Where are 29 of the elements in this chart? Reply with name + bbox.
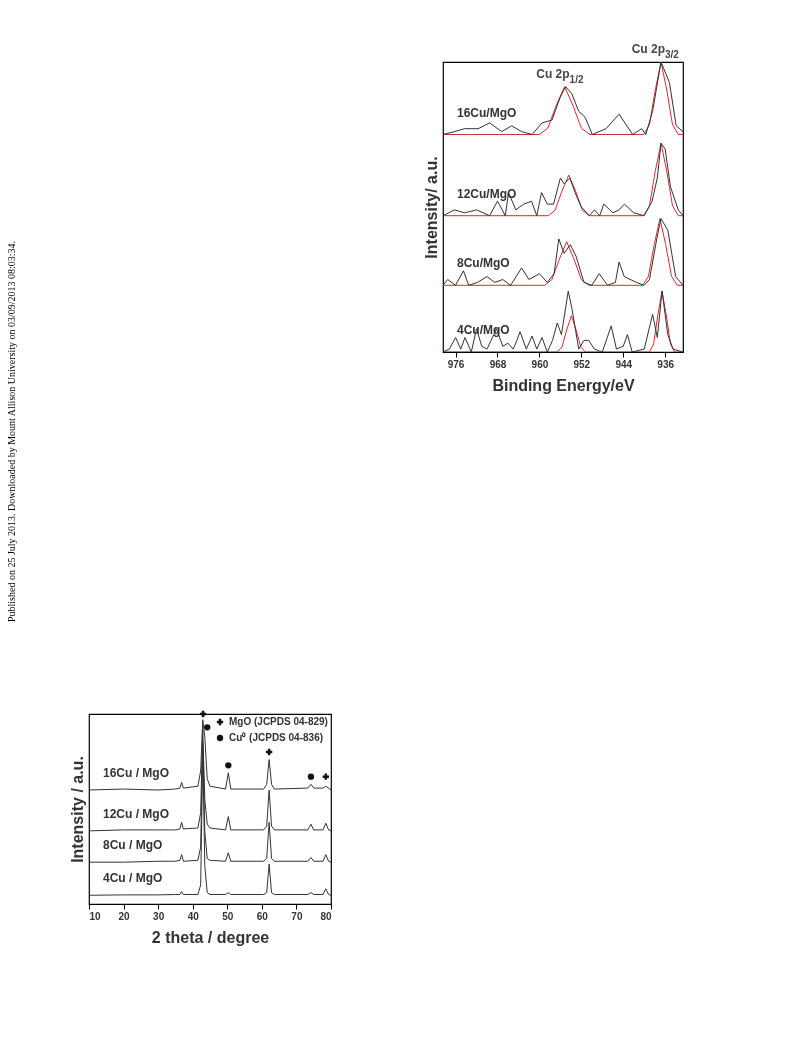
legend-label: MgO (JCPDS 04-829): [229, 716, 328, 727]
x-tick-label: 944: [615, 358, 633, 370]
legend-label: Cu⁰ (JCPDS 04-836): [229, 732, 324, 743]
x-tick-label: 960: [531, 358, 549, 370]
x-tick-label: 30: [153, 910, 165, 922]
series-label: 16Cu / MgO: [103, 766, 170, 780]
x-tick-label: 952: [573, 358, 591, 370]
x-tick-label: 976: [447, 358, 465, 370]
y-axis-title: Intensity/ a.u.: [422, 156, 440, 259]
x-axis-title: 2 theta / degree: [151, 928, 270, 946]
series-label: 8Cu / MgO: [103, 838, 163, 853]
series-label: 16Cu/MgO: [457, 105, 517, 120]
x-tick-label: 50: [222, 910, 234, 922]
series-label: 12Cu / MgO: [103, 806, 170, 821]
series-label: 4Cu / MgO: [103, 871, 163, 886]
x-tick-label: 40: [187, 910, 200, 922]
series-label: 8Cu/MgO: [457, 256, 510, 271]
series-label: 12Cu/MgO: [457, 186, 517, 201]
text: Published on 25 July 2013. Downloaded by Mount Allison University on 03/09/2013 08:03:34.: [6, 240, 17, 622]
x-axis-title: Binding Energy/eV: [492, 376, 635, 394]
x-tick-label: 968: [489, 358, 507, 370]
x-tick-label: 20: [118, 910, 131, 922]
x-tick-label: 80: [320, 910, 332, 922]
x-tick-label: 60: [256, 910, 269, 922]
x-tick-label: 10: [89, 910, 102, 922]
series-label: 4Cu/MgO: [457, 323, 510, 337]
x-tick-label: 70: [291, 910, 303, 922]
x-tick-label: 936: [657, 358, 675, 370]
y-axis-title: Intensity / a.u.: [68, 756, 86, 863]
